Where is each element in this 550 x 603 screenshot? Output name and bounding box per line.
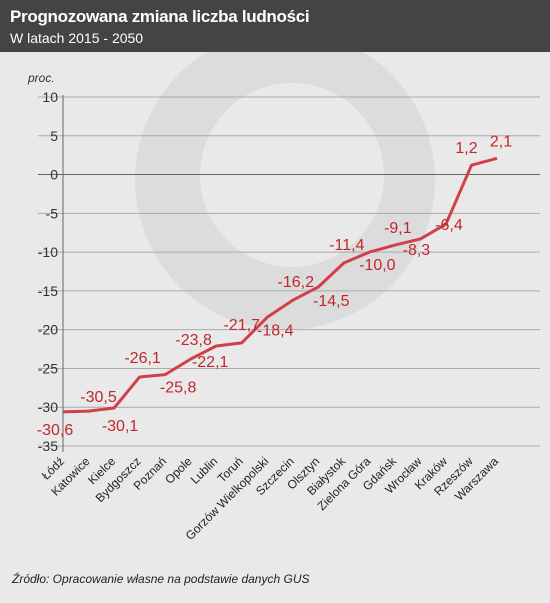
chart-title: Prognozowana zmiana liczba ludności [10,7,310,26]
data-label: -23,8 [175,332,212,349]
data-labels: -30,6 -30,5 -30,1 -26,1 -25,8 -23,8 -22,1 -21,7… [37,133,512,439]
data-label: -21,7 [223,317,260,334]
y-tick-label: -35 [38,438,58,454]
x-tick-label: Opole [162,454,195,487]
data-label: -18,4 [257,322,294,339]
data-label: -16,2 [278,274,315,291]
data-label: -25,8 [160,380,197,397]
y-tick-label: -10 [38,244,58,260]
data-label: -9,1 [384,220,412,237]
y-axis-ticks: 10 5 0 -5 -10 -15 -20 -25 -30 -35 [38,89,58,454]
y-tick-label: -30 [38,399,58,415]
y-tick-label: -20 [38,322,58,338]
data-label: -6,4 [435,217,463,234]
data-label: -11,4 [329,237,364,254]
data-label: 1,2 [455,140,477,157]
series-line-path [62,156,498,414]
series-line [62,156,498,414]
y-tick-label: 0 [50,167,58,183]
y-tick-label: 5 [50,128,58,144]
chart-header: Prognozowana zmiana liczba ludności W la… [0,0,550,52]
data-label: -10,0 [359,257,396,274]
y-tick-label: -5 [46,205,59,221]
data-label: -22,1 [192,354,229,371]
y-axis-label: proc. [27,71,55,85]
y-tick-label: 10 [42,89,58,105]
line-chart: proc. 10 5 0 -5 -10 -15 -20 -25 -30 -35 ŁódźKatow… [27,52,540,543]
data-label: -30,1 [102,418,139,435]
data-label: -26,1 [124,350,161,367]
data-label: -30,6 [37,422,74,439]
data-label: -14,5 [313,293,350,310]
y-tick-label: -25 [38,360,58,376]
gridlines [38,95,540,452]
source-note: Źródło: Opracowanie własne na podstawie … [12,572,310,586]
data-label: 2,1 [490,133,512,150]
y-tick-label: -15 [38,283,58,299]
x-axis-ticks: ŁódźKatowiceKielceBydgoszczPoznańOpoleLu… [39,454,502,543]
x-tick-label: Lublin [188,454,221,487]
chart-subtitle: W latach 2015 - 2050 [10,30,144,46]
data-label: -8,3 [403,242,431,259]
data-label: -30,5 [80,389,117,406]
